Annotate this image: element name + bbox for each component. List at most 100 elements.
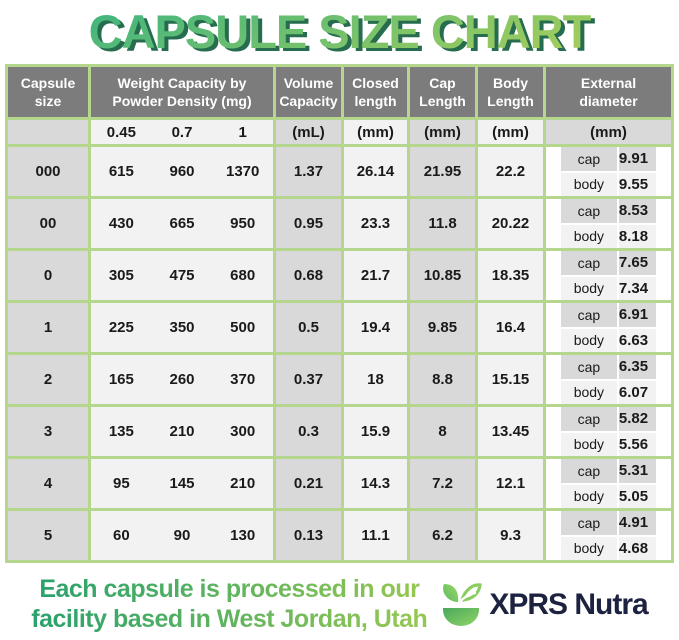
density-0-7: 0.7 <box>171 123 193 141</box>
header-capsule-size: Capsule size <box>8 67 88 117</box>
footer: Each capsule is processed in our facilit… <box>0 575 679 634</box>
cap-diameter-value: 4.91 <box>618 511 657 535</box>
weight-capacity-cell: 60 90 130 <box>91 511 273 560</box>
external-cap-row: cap 6.35 <box>560 355 657 379</box>
weight-at-045: 165 <box>108 371 134 388</box>
weight-capacity-cell: 165 260 370 <box>91 355 273 404</box>
density-0-45: 0.45 <box>106 123 136 141</box>
weight-at-045: 95 <box>112 475 130 492</box>
capsule-size-table: Capsule size Weight Capacity by Powder D… <box>5 64 674 563</box>
body-length-cell: 15.15 <box>478 355 543 404</box>
weight-at-045: 615 <box>108 163 134 180</box>
cap-length-cell: 8 <box>410 407 475 456</box>
cap-diameter-value: 5.82 <box>618 407 657 431</box>
external-body-row: body 9.55 <box>560 172 657 196</box>
external-diameter-cell: cap 4.91 body 4.68 <box>546 511 671 560</box>
weight-capacity-cell: 135 210 300 <box>91 407 273 456</box>
weight-at-1: 370 <box>230 371 256 388</box>
external-diameter-cell: cap 6.91 body 6.63 <box>546 303 671 352</box>
cap-label: cap <box>560 147 617 171</box>
cap-diameter-value: 6.35 <box>618 355 657 379</box>
external-body-row: body 5.05 <box>560 484 657 508</box>
body-length-cell: 16.4 <box>478 303 543 352</box>
body-diameter-value: 6.63 <box>618 328 657 352</box>
body-length-cell: 20.22 <box>478 199 543 248</box>
header-weight-capacity: Weight Capacity by Powder Density (mg) <box>91 67 273 117</box>
closed-length-cell: 21.7 <box>344 251 407 300</box>
volume-capacity-cell: 1.37 <box>276 147 341 196</box>
cap-length-cell: 8.8 <box>410 355 475 404</box>
weight-at-1: 210 <box>230 475 256 492</box>
external-diameter-cell: cap 5.82 body 5.56 <box>546 407 671 456</box>
header-external-diameter: External diameter <box>546 67 671 117</box>
weight-at-045: 430 <box>108 215 134 232</box>
volume-capacity-cell: 0.13 <box>276 511 341 560</box>
weight-at-07: 475 <box>169 267 195 284</box>
page-title-text: CAPSULE SIZE CHART <box>0 4 679 59</box>
weight-at-07: 145 <box>169 475 195 492</box>
weight-at-1: 950 <box>230 215 256 232</box>
external-cap-row: cap 5.82 <box>560 407 657 431</box>
weight-at-045: 305 <box>108 267 134 284</box>
volume-capacity-cell: 0.37 <box>276 355 341 404</box>
cap-length-cell: 7.2 <box>410 459 475 508</box>
body-label: body <box>560 432 617 456</box>
brand-logo: XPRS Nutra <box>435 580 649 630</box>
external-body-row: body 5.56 <box>560 432 657 456</box>
header-volume-capacity: Volume Capacity <box>276 67 341 117</box>
header-closed-length: Closed length <box>344 67 407 117</box>
mortar-leaf-icon <box>443 582 483 626</box>
volume-capacity-cell: 0.68 <box>276 251 341 300</box>
header-cap-length: Cap Length <box>410 67 475 117</box>
cap-label: cap <box>560 303 617 327</box>
weight-at-07: 960 <box>169 163 195 180</box>
external-body-row: body 8.18 <box>560 224 657 248</box>
external-diameter-cell: cap 7.65 body 7.34 <box>546 251 671 300</box>
weight-capacity-cell: 430 665 950 <box>91 199 273 248</box>
body-label: body <box>560 484 617 508</box>
volume-capacity-cell: 0.3 <box>276 407 341 456</box>
cap-diameter-value: 8.53 <box>618 199 657 223</box>
weight-at-07: 260 <box>169 371 195 388</box>
body-label: body <box>560 172 617 196</box>
external-cap-row: cap 4.91 <box>560 511 657 535</box>
header-body-length: Body Length <box>478 67 543 117</box>
body-length-cell: 22.2 <box>478 147 543 196</box>
page-title: CAPSULE SIZE CHART CAPSULE SIZE CHART <box>0 4 679 62</box>
capsule-size-cell: 5 <box>8 511 88 560</box>
external-body-row: body 7.34 <box>560 276 657 300</box>
page-title-shadow: CAPSULE SIZE CHART <box>4 7 679 62</box>
capsule-size-cell: 2 <box>8 355 88 404</box>
external-body-row: body 6.63 <box>560 328 657 352</box>
weight-capacity-cell: 615 960 1370 <box>91 147 273 196</box>
weight-at-1: 130 <box>230 527 256 544</box>
external-diameter-cell: cap 9.91 body 9.55 <box>546 147 671 196</box>
volume-capacity-cell: 0.21 <box>276 459 341 508</box>
external-cap-row: cap 5.31 <box>560 459 657 483</box>
subheader-body-unit: (mm) <box>478 120 543 144</box>
body-label: body <box>560 380 617 404</box>
subheader-empty <box>8 120 88 144</box>
closed-length-cell: 26.14 <box>344 147 407 196</box>
cap-length-cell: 11.8 <box>410 199 475 248</box>
closed-length-cell: 19.4 <box>344 303 407 352</box>
weight-at-07: 665 <box>169 215 195 232</box>
brand-name: XPRS Nutra <box>489 587 648 621</box>
weight-capacity-cell: 305 475 680 <box>91 251 273 300</box>
subheader-volume-unit: (mL) <box>276 120 341 144</box>
cap-label: cap <box>560 511 617 535</box>
capsule-size-cell: 00 <box>8 199 88 248</box>
cap-length-cell: 9.85 <box>410 303 475 352</box>
external-cap-row: cap 9.91 <box>560 147 657 171</box>
capsule-size-cell: 3 <box>8 407 88 456</box>
weight-at-07: 350 <box>169 319 195 336</box>
body-label: body <box>560 328 617 352</box>
external-cap-row: cap 6.91 <box>560 303 657 327</box>
weight-at-045: 135 <box>108 423 134 440</box>
body-diameter-value: 8.18 <box>618 224 657 248</box>
capsule-size-cell: 1 <box>8 303 88 352</box>
body-length-cell: 9.3 <box>478 511 543 560</box>
weight-at-1: 500 <box>230 319 256 336</box>
capsule-size-cell: 000 <box>8 147 88 196</box>
cap-label: cap <box>560 407 617 431</box>
